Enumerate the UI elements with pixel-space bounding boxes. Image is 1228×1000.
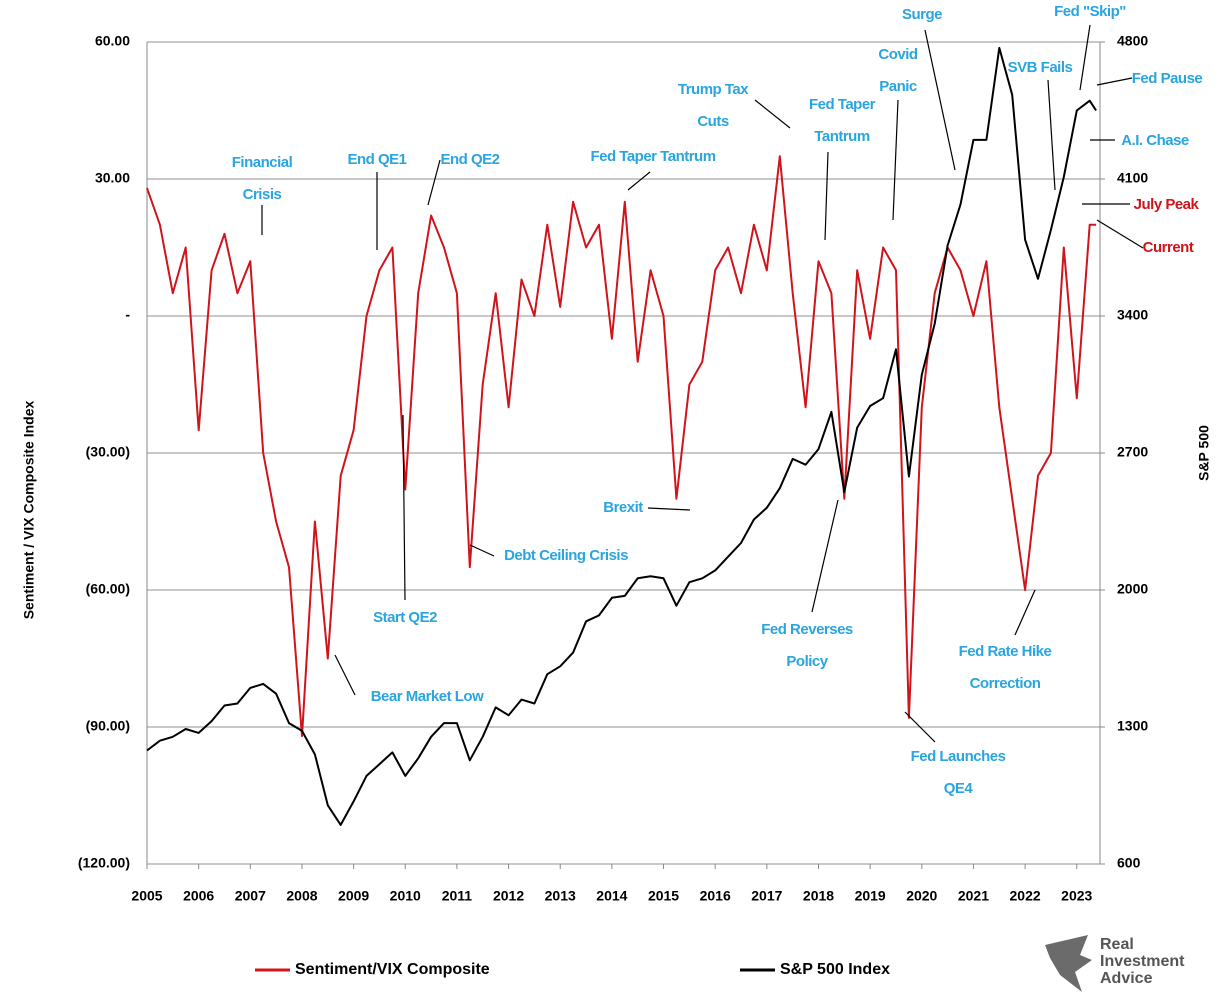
y-tick-label: 60.00 [95, 33, 130, 49]
annotation: Panic [879, 78, 917, 95]
x-tick-label: 2015 [648, 888, 679, 904]
x-tick-label: 2006 [183, 888, 214, 904]
annotation: Fed Rate Hike [959, 643, 1052, 660]
annotation: Crisis [243, 186, 282, 203]
annotation-leader [924, 29, 956, 171]
x-tick-label: 2018 [803, 888, 834, 904]
x-tick-label: 2020 [906, 888, 937, 904]
x-tick-label: 2010 [390, 888, 421, 904]
annotation-leader [1096, 219, 1144, 249]
series-line [146, 46, 1097, 826]
logo-text: Real [1100, 936, 1134, 953]
annotation: Current [1143, 239, 1194, 256]
y-tick-label: - [125, 307, 130, 323]
y2-tick-label: 3400 [1117, 307, 1148, 323]
annotation: Trump Tax [678, 81, 749, 98]
annotation: Fed Taper Tantrum [590, 148, 715, 165]
logo [1045, 935, 1092, 992]
annotation: Fed Taper [809, 96, 876, 113]
x-tick-label: 2005 [131, 888, 162, 904]
y-tick-label: (60.00) [86, 581, 130, 597]
y-tick-label: (90.00) [86, 718, 130, 734]
series-line [146, 155, 1097, 738]
y2-tick-label: 600 [1117, 855, 1141, 871]
x-tick-label: 2016 [700, 888, 731, 904]
y2-tick-label: 4100 [1117, 170, 1148, 186]
x-tick-label: 2017 [751, 888, 782, 904]
annotation-leader [402, 414, 406, 601]
x-tick-label: 2021 [958, 888, 989, 904]
x-tick-label: 2022 [1010, 888, 1041, 904]
x-tick-label: 2009 [338, 888, 369, 904]
annotation-leader [824, 151, 829, 241]
x-tick-label: 2023 [1061, 888, 1092, 904]
legend-label: S&P 500 Index [780, 961, 890, 978]
x-tick-label: 2012 [493, 888, 524, 904]
annotation: Financial [232, 154, 293, 171]
annotation-leader [811, 499, 839, 613]
x-tick-label: 2011 [442, 888, 473, 904]
annotation: Covid [878, 46, 918, 63]
annotation: Fed "Skip" [1054, 3, 1126, 20]
annotation: Fed Pause [1132, 70, 1203, 87]
annotation: Start QE2 [373, 609, 437, 626]
annotation-leader [904, 711, 936, 743]
x-tick-label: 2007 [235, 888, 266, 904]
y2-tick-label: 1300 [1117, 718, 1148, 734]
y2-tick-label: 2000 [1117, 581, 1148, 597]
annotation: July Peak [1134, 196, 1200, 213]
annotation-leader [1079, 24, 1091, 91]
annotation: QE4 [944, 780, 974, 797]
annotation-leader [1096, 77, 1133, 86]
annotation-leader [1014, 589, 1036, 636]
annotation: Policy [786, 653, 828, 670]
annotation-leader [627, 171, 651, 191]
y2-axis-label: S&P 500 [1196, 425, 1212, 481]
annotation-leader [1047, 79, 1056, 191]
annotation: Tantrum [814, 128, 870, 145]
annotation: Fed Launches [911, 748, 1006, 765]
y-tick-label: (120.00) [78, 855, 130, 871]
y-axis-label: Sentiment / VIX Composite Index [21, 400, 37, 619]
y2-tick-label: 2700 [1117, 444, 1148, 460]
annotation-leader [469, 544, 495, 557]
annotation-leader [427, 159, 441, 206]
y-tick-label: 30.00 [95, 170, 130, 186]
annotation: Bear Market Low [371, 688, 484, 705]
x-tick-label: 2019 [855, 888, 886, 904]
annotation: Fed Reverses [761, 621, 853, 638]
annotation: Surge [902, 6, 942, 23]
y2-tick-label: 4800 [1117, 33, 1148, 49]
x-tick-label: 2014 [596, 888, 627, 904]
logo-icon [1045, 935, 1092, 992]
annotation: End QE2 [440, 151, 499, 168]
y-tick-label: (30.00) [86, 444, 130, 460]
annotation-leader [892, 99, 899, 221]
annotation-leader [334, 654, 356, 696]
annotation: Debt Ceiling Crisis [504, 547, 628, 564]
annotation: Brexit [603, 499, 643, 516]
annotation-leader [754, 99, 791, 129]
annotation: Cuts [697, 113, 728, 130]
annotation: End QE1 [347, 151, 406, 168]
annotation-leader [647, 507, 691, 511]
x-tick-label: 2013 [545, 888, 576, 904]
logo-text: Investment [1100, 953, 1185, 970]
legend-label: Sentiment/VIX Composite [295, 961, 490, 978]
annotation: SVB Fails [1008, 59, 1073, 76]
annotation: Correction [970, 675, 1041, 692]
x-tick-label: 2008 [286, 888, 317, 904]
annotation: A.I. Chase [1121, 132, 1189, 149]
logo-text: Advice [1100, 970, 1153, 987]
